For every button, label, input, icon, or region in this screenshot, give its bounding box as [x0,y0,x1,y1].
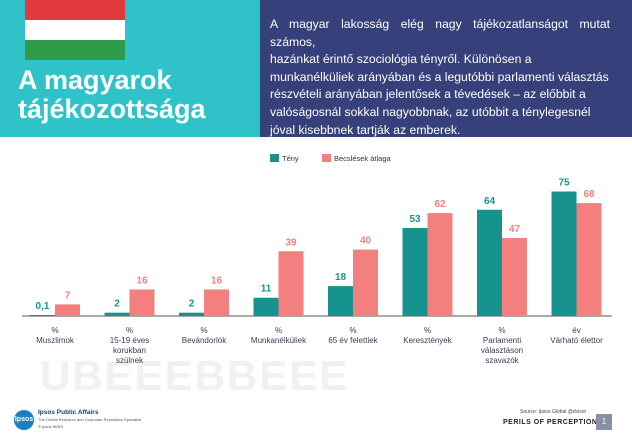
ipsos-logo-icon: Ipsos [14,410,34,430]
legend-label: Tény [282,154,299,163]
category-label: % [349,326,356,335]
description-line: részvételi arányában jelentősek a tévedé… [270,87,586,102]
category-label: Muszlimok [36,336,75,345]
category-label: % [275,326,282,335]
legend-swatch [270,154,279,162]
category-label: Keresztények [403,336,452,345]
category-label: % [424,326,431,335]
category-label: 15-19 éves [110,336,150,345]
description-line: munkanélküliek arányában és a legutóbbi … [270,69,609,84]
data-label: 47 [509,224,521,235]
data-label: 0,1 [36,301,50,312]
legend-label: Becslések átlaga [334,154,392,163]
bar-teny [253,297,279,316]
description-text: A magyar lakosság elég nagy tájékozatlan… [270,16,610,139]
data-label: 75 [558,178,570,189]
data-label: 68 [583,189,595,200]
data-label: 16 [211,275,223,286]
category-label: % [200,326,207,335]
category-label: év [572,326,580,335]
data-label: 53 [409,214,421,225]
data-label: 40 [360,236,372,247]
page-title: A magyarok tájékozottsága [18,66,258,124]
category-label: % [126,326,133,335]
footer-source: Source: Ipsos Global @dvisor [520,409,587,415]
description-line: jóval kisebbnek tartják az emberek. [270,122,461,137]
bar-becsles [576,203,602,316]
flag-stripe-red [25,0,125,20]
footer-org-subtitle: The Global Research and Corporate Reputa… [38,417,142,422]
description-panel [260,0,632,137]
data-label: 39 [285,237,297,248]
data-label: 2 [114,299,120,310]
title-line-2: tájékozottsága [18,94,206,124]
category-label: Munkanélküliek [251,336,307,345]
title-line-1: A magyarok [18,65,172,95]
bar-becsles [353,249,378,316]
hungarian-flag-icon [25,0,125,60]
bar-becsles [129,289,155,316]
bar-becsles [55,304,80,316]
data-label: 64 [484,196,496,207]
data-label: 7 [65,290,71,301]
bar-chart: Tény Becslések átlaga0,17%Muszlimok216%15… [22,154,612,365]
bar-teny [477,209,502,316]
legend-swatch [322,154,331,162]
category-label: választáson [481,346,523,355]
description-line: hazánkat érintő szociológia tényről. Kül… [270,52,532,67]
flag-stripe-white [25,20,125,40]
bar-teny [179,312,204,316]
footer-perils-label: PERILS OF PERCEPTION [503,419,598,426]
data-label: 16 [136,275,148,286]
category-label: % [51,326,58,335]
flag-stripe-green [25,40,125,60]
category-label: Várható élettor [550,336,603,345]
category-label: korukban [113,346,146,355]
category-label: % [498,326,505,335]
bar-teny [30,315,55,316]
bar-teny [104,312,130,316]
category-label: Bevándorlók [182,336,227,345]
category-label: Parlamenti [483,336,521,345]
bar-becsles [427,213,453,316]
category-label: szülnek [116,356,144,365]
description-line: A magyar lakosság elég nagy tájékozatlan… [270,17,610,49]
bar-becsles [278,251,304,316]
data-label: 18 [335,272,347,283]
bar-teny [328,286,353,316]
bar-teny [551,191,577,316]
data-label: 11 [261,284,272,295]
page-number: 1 [596,414,612,430]
footer-copyright: © Ipsos MORI [38,424,64,429]
footer-org: Ipsos Public Affairs [38,409,99,416]
category-label: szavazók [485,356,519,365]
watermark-text: UBEEEBBEEE [40,352,350,399]
data-label: 2 [189,299,195,310]
bar-becsles [502,237,527,316]
data-label: 62 [434,199,446,210]
description-line: valóságosnál sokkal nagyobbnak, az utóbb… [270,104,591,119]
bar-becsles [204,289,229,316]
bar-teny [402,228,428,316]
title-panel: A magyarok tájékozottsága [0,0,260,137]
category-label: 65 év felettiek [328,336,378,345]
